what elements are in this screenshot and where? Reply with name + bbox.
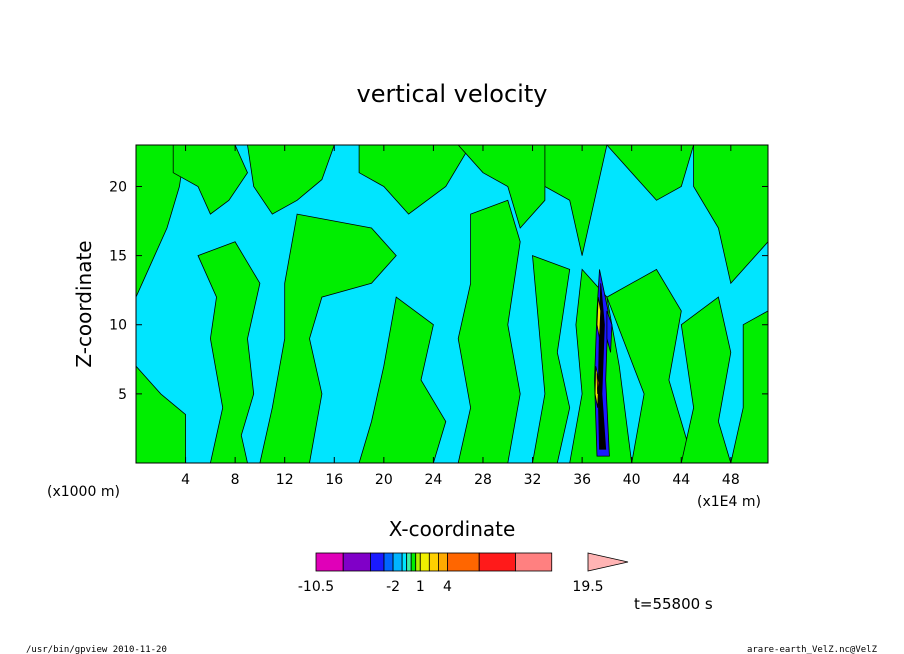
field-patch-16 <box>680 296 732 463</box>
colorbar-cell-5 <box>401 552 408 572</box>
x-axis: 4 8 12 16 20 24 28 32 36 40 44 48 <box>181 145 740 488</box>
x-tick-label-5: 24 <box>424 472 442 488</box>
footer-right: arare-earth_VelZ.nc@VelZ <box>747 645 878 654</box>
plot-frame <box>135 144 769 464</box>
colorbar-cell-1 <box>342 552 371 572</box>
colorbar-cell-11 <box>437 552 448 572</box>
y-tick-label-1: 10 <box>109 318 127 334</box>
x-tick-label-10: 44 <box>672 472 690 488</box>
velocity-field <box>136 145 768 463</box>
colorbar-label-1: -2 <box>386 579 400 595</box>
colorbar-label-3: 4 <box>443 579 452 595</box>
field-patch-11 <box>532 255 571 463</box>
field-patch-14 <box>606 268 695 463</box>
y-tick-label-2: 15 <box>109 249 127 265</box>
field-patch-1 <box>136 365 187 463</box>
field-patch-5 <box>259 213 397 463</box>
colorbar-cell-0 <box>315 552 344 572</box>
field-patch-8 <box>457 145 546 229</box>
colorbar-cell-3 <box>383 552 394 572</box>
colorbar-cell-7 <box>410 552 417 572</box>
x-tick-label-2: 12 <box>276 472 294 488</box>
core-region-3 <box>596 297 602 339</box>
colorbar-cell-9 <box>419 552 430 572</box>
colorbar-cell-12 <box>447 552 480 572</box>
y-axis: 5 10 15 20 <box>109 179 768 403</box>
x-tick-label-1: 8 <box>231 472 240 488</box>
core-region-4 <box>596 373 600 394</box>
field-patch-2 <box>172 145 248 215</box>
field-patch-9 <box>457 199 521 463</box>
x-tick-label-11: 48 <box>722 472 740 488</box>
x-tick-label-0: 4 <box>181 472 190 488</box>
colorbar-cell-10 <box>428 552 439 572</box>
y-axis-label: Z-coordinate <box>72 240 96 367</box>
y-tick-label-3: 20 <box>109 179 127 195</box>
colorbar-cell-2 <box>369 552 385 572</box>
time-annotation: t=55800 s <box>634 595 713 613</box>
x-tick-label-7: 32 <box>524 472 542 488</box>
x-tick-label-9: 40 <box>623 472 641 488</box>
field-patch-17 <box>730 310 768 463</box>
core-region-5 <box>606 310 613 353</box>
colorbar-labels: -10.5 -2 1 4 19.5 <box>298 579 604 595</box>
colorbar-cell-6 <box>406 552 412 572</box>
field-patch-4 <box>247 145 335 215</box>
field-patch-13 <box>606 145 695 201</box>
x-tick-label-6: 28 <box>474 472 492 488</box>
field-patch-15 <box>693 145 768 285</box>
colorbar-label-0: -10.5 <box>298 579 334 595</box>
colorbar-cell-4 <box>392 552 403 572</box>
field-patch-10 <box>544 145 608 256</box>
field-patch-3 <box>197 241 261 463</box>
colorbar-cell-8 <box>415 552 421 572</box>
colorbar <box>315 552 629 572</box>
colorbar-label-2: 1 <box>416 579 425 595</box>
x-tick-label-4: 20 <box>375 472 393 488</box>
colorbar-extend-arrow <box>587 552 629 572</box>
footer-left: /usr/bin/gpview 2010-11-20 <box>26 645 167 654</box>
field-patch-0 <box>136 145 187 298</box>
field-patch-7 <box>358 296 447 463</box>
x-unit-right: (x1E4 m) <box>697 494 761 510</box>
x-tick-label-3: 16 <box>325 472 343 488</box>
colorbar-cell-14 <box>515 552 553 572</box>
x-tick-label-8: 36 <box>573 472 591 488</box>
x-axis-label: X-coordinate <box>389 517 516 541</box>
y-tick-label-0: 5 <box>118 387 127 403</box>
chart-title: vertical velocity <box>357 80 548 108</box>
colorbar-cell-13 <box>478 552 516 572</box>
field-patch-6 <box>358 145 472 215</box>
colorbar-label-4: 19.5 <box>572 579 603 595</box>
x-unit-left: (x1000 m) <box>47 484 120 500</box>
